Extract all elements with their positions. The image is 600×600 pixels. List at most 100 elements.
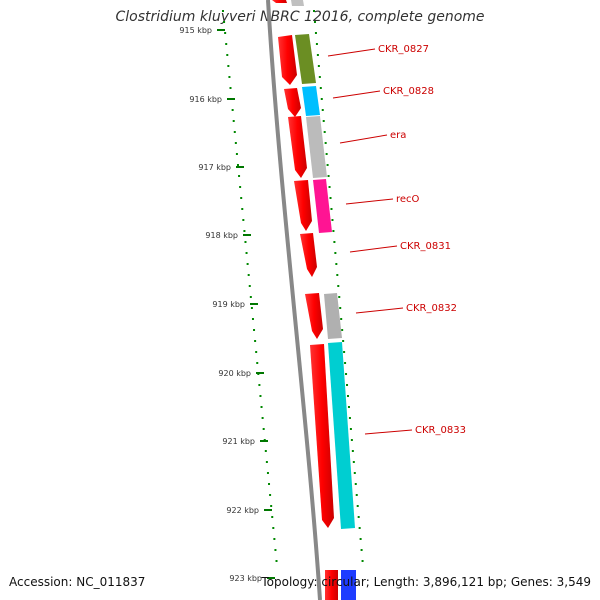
gc-dot: [333, 241, 336, 243]
gc-dotted-track-outer: [222, 10, 278, 562]
gc-dot: [320, 98, 323, 100]
gc-dot: [321, 109, 324, 111]
gc-dot: [336, 274, 339, 276]
gc-dot: [232, 120, 235, 122]
gene-label[interactable]: CKR_0833: [415, 425, 466, 436]
cds-arrow[interactable]: [300, 233, 317, 277]
gc-dot: [275, 560, 278, 562]
gc-dot: [226, 54, 229, 56]
gc-dot: [335, 263, 338, 265]
gc-dot: [352, 461, 355, 463]
gene-label[interactable]: CKR_0832: [406, 303, 457, 314]
gc-dot: [343, 351, 346, 353]
gc-dot: [270, 505, 273, 507]
tick-label: 919 kbp: [212, 300, 245, 309]
gc-dot: [244, 241, 247, 243]
gc-dot: [338, 296, 341, 298]
cds-arrow[interactable]: [294, 180, 312, 231]
gc-dot: [242, 219, 245, 221]
gene-label[interactable]: CKR_0828: [383, 86, 434, 97]
gc-dot: [347, 406, 350, 408]
cds-arrow[interactable]: [325, 570, 338, 600]
gc-dot: [233, 131, 236, 133]
gc-dot: [355, 494, 358, 496]
tick-label: 918 kbp: [205, 231, 238, 240]
gc-dot: [325, 153, 328, 155]
gc-dot: [246, 263, 249, 265]
gc-dot: [316, 54, 319, 56]
cds-arrow[interactable]: [272, 0, 287, 3]
gc-dot: [240, 197, 243, 199]
gc-dot: [346, 384, 349, 386]
gene-label[interactable]: recO: [396, 194, 420, 205]
gc-dot: [269, 494, 272, 496]
tick-label: 923 kbp: [229, 574, 262, 583]
gc-dot: [328, 186, 331, 188]
gc-dot: [262, 428, 265, 430]
gc-dot: [327, 175, 330, 177]
gc-dot: [236, 164, 239, 166]
gc-dot: [313, 10, 315, 12]
gc-dot: [359, 538, 362, 540]
gc-dot: [348, 417, 351, 419]
gc-dot: [254, 340, 257, 342]
gc-dot: [241, 208, 244, 210]
gc-dot: [259, 395, 262, 397]
tick-label: 915 kbp: [179, 26, 212, 35]
gene-block[interactable]: [306, 116, 327, 178]
gc-dot: [239, 186, 242, 188]
cds-arrow[interactable]: [305, 293, 323, 339]
gc-dot: [326, 164, 329, 166]
gene-label[interactable]: CKR_0827: [378, 44, 429, 55]
gc-dot: [346, 395, 349, 397]
gc-dot: [238, 175, 241, 177]
gc-dot: [251, 318, 254, 320]
gene-block[interactable]: [302, 86, 320, 116]
tick-label: 920 kbp: [218, 369, 251, 378]
gc-dot: [260, 406, 263, 408]
category-track: [291, 0, 356, 600]
gc-dot: [332, 230, 335, 232]
gc-dot: [222, 10, 224, 12]
gene-block[interactable]: [313, 179, 332, 233]
gc-dot: [264, 450, 267, 452]
gc-dotted-track-inner: [313, 10, 364, 562]
cds-arrow[interactable]: [284, 88, 301, 117]
gc-dot: [225, 43, 228, 45]
cds-arrow[interactable]: [278, 35, 297, 85]
gc-dot: [250, 307, 253, 309]
gc-dot: [231, 109, 234, 111]
gene-block[interactable]: [341, 570, 356, 600]
gc-dot: [341, 329, 344, 331]
gene-block[interactable]: [295, 34, 316, 84]
gc-dot: [330, 208, 333, 210]
gc-dot: [329, 197, 332, 199]
gc-dot: [331, 219, 334, 221]
gene-label[interactable]: CKR_0831: [400, 241, 451, 252]
gc-dot: [271, 516, 274, 518]
gc-dot: [243, 230, 246, 232]
gene-label[interactable]: era: [390, 130, 406, 141]
gc-dot: [274, 549, 277, 551]
gc-dot: [234, 142, 237, 144]
gc-dot: [351, 450, 354, 452]
gene-block[interactable]: [324, 293, 342, 339]
gc-dot: [313, 21, 316, 23]
gene-block[interactable]: [291, 0, 304, 6]
gc-dot: [266, 472, 269, 474]
gene-labels: CKR_0827 CKR_0828 era recO CKR_0831 CKR_…: [327, 44, 466, 436]
gc-dot: [340, 318, 343, 320]
cds-arrow[interactable]: [310, 344, 334, 528]
tick-label: 921 kbp: [222, 437, 255, 446]
gene-block[interactable]: [328, 342, 355, 529]
gc-dot: [261, 417, 264, 419]
accession-text: Accession: NC_011837: [9, 575, 146, 589]
tick-label: 917 kbp: [198, 163, 231, 172]
gc-dot: [361, 560, 364, 562]
gc-dot: [224, 32, 227, 34]
gc-dot: [258, 384, 261, 386]
gc-dot: [358, 527, 361, 529]
cds-arrow[interactable]: [288, 116, 307, 178]
kbp-ticks: 915 kbp 916 kbp 917 kbp 918 kbp 919 kbp 920 k…: [179, 26, 275, 583]
